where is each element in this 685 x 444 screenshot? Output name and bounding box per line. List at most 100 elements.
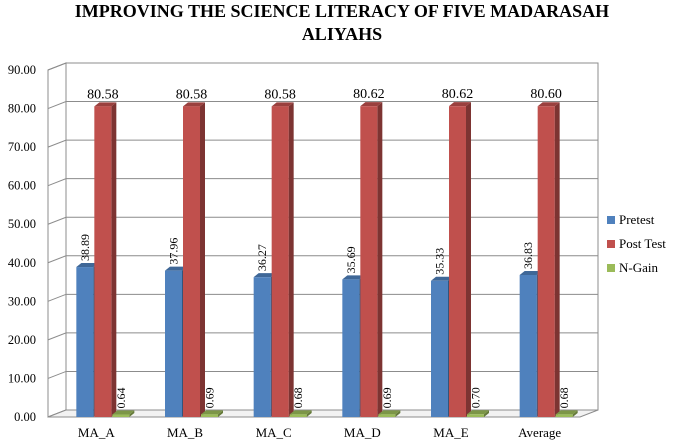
data-label: 36.27: [255, 244, 269, 271]
bar-post-test-ma_e: [449, 102, 471, 418]
bar-side: [484, 410, 489, 417]
bar-side: [288, 102, 294, 417]
bar-front: [112, 414, 130, 417]
bar-front: [165, 270, 182, 417]
data-label: 80.58: [264, 87, 296, 102]
bar-top: [537, 102, 560, 107]
bar-top: [449, 102, 471, 107]
legend-label: Pretest: [619, 212, 655, 227]
bar-side: [129, 410, 135, 417]
bar-front: [519, 274, 537, 417]
gridline: [47, 62, 598, 71]
y-tick-label: 50.00: [8, 217, 36, 231]
bar-front: [94, 106, 112, 417]
bar-top: [289, 410, 312, 415]
bar-front: [289, 414, 307, 417]
bar-post-test-ma_b: [183, 102, 205, 417]
legend-swatch: [607, 240, 615, 248]
data-label: 80.62: [442, 87, 474, 102]
bar-front: [467, 414, 484, 417]
data-label: 80.58: [87, 87, 119, 102]
y-tick-label: 30.00: [8, 294, 36, 308]
side-wall: [47, 62, 67, 418]
data-label: 0.69: [380, 387, 394, 408]
bar-n-gain-average: [555, 410, 578, 417]
y-tick-label: 80.00: [8, 102, 36, 116]
bar-front: [201, 414, 218, 417]
y-tick-label: 20.00: [8, 333, 36, 347]
bar-n-gain-ma_d: [378, 410, 401, 417]
bar-front: [271, 106, 289, 417]
bar-front: [378, 414, 396, 417]
data-label: 80.62: [353, 87, 385, 102]
bar-front: [183, 106, 200, 417]
data-label: 0.64: [114, 388, 128, 409]
bar-top: [271, 102, 294, 107]
x-tick-label: MA_B: [167, 425, 203, 440]
bar-front: [449, 106, 466, 418]
gridline: [47, 178, 598, 187]
gridline: [47, 255, 598, 264]
legend-item-pretest: Pretest: [607, 212, 655, 227]
data-label: 0.70: [469, 387, 483, 408]
bar-side: [377, 102, 383, 418]
chart-title-line-2: ALIYAHS: [302, 24, 382, 44]
bar-front: [253, 277, 271, 417]
gridline: [47, 216, 598, 225]
data-label: 0.68: [557, 387, 571, 408]
bar-top: [431, 276, 453, 281]
data-label: 37.96: [167, 238, 181, 265]
x-tick-label: MA_A: [78, 425, 115, 440]
gridline: [47, 370, 598, 379]
bar-side: [572, 410, 578, 417]
data-label: 80.60: [530, 87, 562, 102]
bar-front: [360, 106, 378, 418]
legend-item-post-test: Post Test: [607, 236, 666, 251]
bar-side: [395, 410, 401, 417]
bar-top: [342, 275, 365, 280]
legend-swatch: [607, 264, 615, 272]
bar-side: [111, 102, 117, 417]
bar-side: [554, 102, 560, 418]
bar-side: [306, 410, 312, 417]
bar-front: [342, 279, 360, 417]
bar-top: [467, 410, 489, 415]
bar-n-gain-ma_e: [467, 410, 489, 417]
gridline: [47, 332, 598, 341]
back-wall: [65, 62, 599, 411]
bar-side: [218, 410, 223, 417]
data-label: 0.69: [203, 387, 217, 408]
bar-top: [519, 270, 542, 275]
legend-label: N-Gain: [619, 260, 658, 275]
legend-label: Post Test: [619, 236, 666, 251]
bar-top: [94, 102, 117, 107]
bar-top: [555, 410, 578, 415]
x-tick-label: MA_C: [256, 425, 292, 440]
bar-top: [360, 102, 383, 107]
data-label: 0.68: [291, 387, 305, 408]
bar-top: [253, 273, 276, 278]
y-tick-label: 40.00: [8, 256, 36, 270]
y-tick-label: 60.00: [8, 179, 36, 193]
legend-item-n-gain: N-Gain: [607, 260, 658, 275]
x-tick-label: Average: [518, 425, 561, 440]
legend: Pretest Post Test N-Gain: [607, 212, 666, 275]
bar-n-gain-ma_b: [201, 410, 223, 417]
bar-post-test-ma_c: [271, 102, 294, 417]
bar-n-gain-ma_a: [112, 410, 135, 417]
bar-top: [165, 266, 187, 271]
bar-post-test-ma_a: [94, 102, 117, 417]
bar-top: [76, 263, 99, 268]
y-tick-label: 0.00: [14, 410, 36, 424]
gridline: [47, 293, 598, 302]
bar-top: [378, 410, 401, 415]
bar-top: [112, 410, 135, 415]
data-label: 35.69: [344, 246, 358, 273]
y-tick-label: 90.00: [8, 63, 36, 77]
data-label: 35.33: [433, 248, 447, 275]
data-label: 36.83: [521, 242, 535, 269]
bar-front: [431, 280, 448, 417]
bar-n-gain-ma_c: [289, 410, 312, 417]
data-label: 80.58: [176, 87, 208, 102]
